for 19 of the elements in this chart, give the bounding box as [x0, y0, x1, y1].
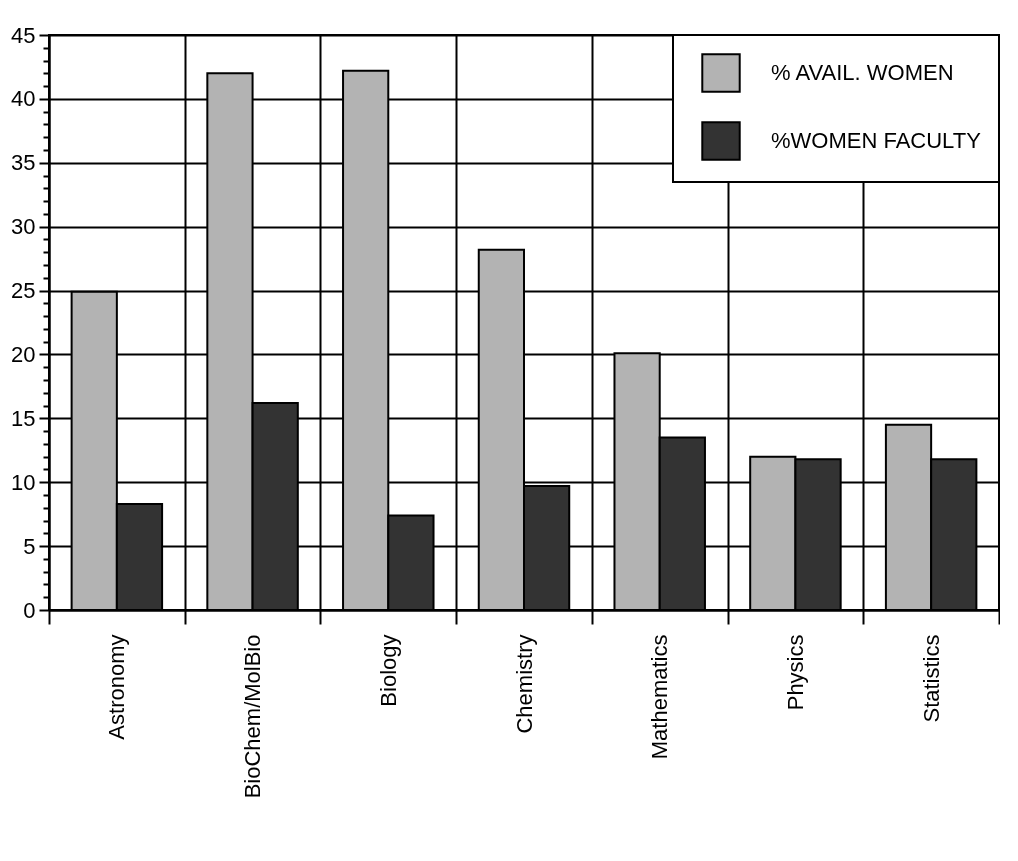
y-tick-label: 30 [11, 214, 36, 240]
y-tick-label: 20 [11, 341, 36, 367]
x-tick-label: Biology [375, 634, 401, 707]
x-tick-label: Statistics [918, 634, 944, 723]
y-tick-label: 15 [11, 405, 36, 431]
y-tick-label: 0 [23, 597, 36, 623]
x-tick-label: Chemistry [511, 634, 537, 734]
legend-label: %WOMEN FACULTY [771, 128, 982, 153]
legend-label: % AVAIL. WOMEN [771, 60, 954, 85]
y-tick-label: 45 [11, 22, 36, 48]
x-tick-label: Mathematics [647, 634, 673, 760]
y-tick-label: 5 [23, 533, 36, 559]
x-tick-label: BioChem/MolBio [240, 634, 266, 799]
y-tick-label: 40 [11, 86, 36, 112]
y-tick-label: 10 [11, 469, 36, 495]
x-tick-label: Astronomy [104, 634, 130, 740]
x-tick-label: Physics [782, 634, 808, 711]
y-tick-label: 25 [11, 278, 36, 304]
y-tick-label: 35 [11, 150, 36, 176]
